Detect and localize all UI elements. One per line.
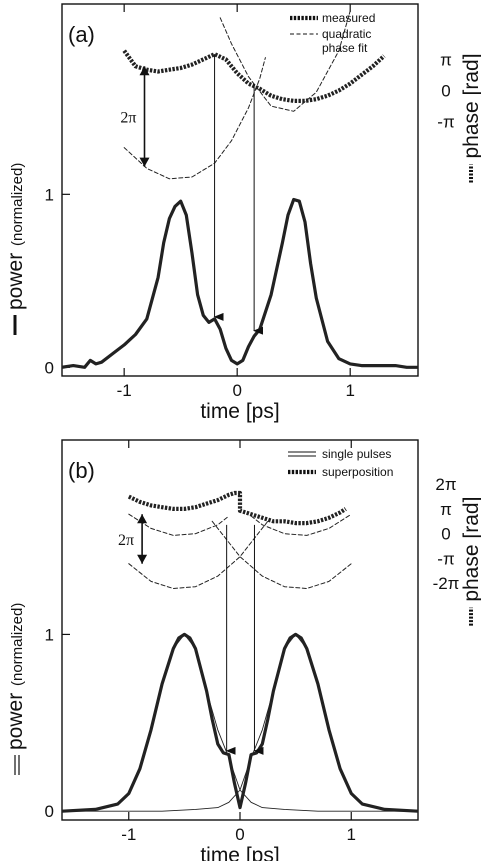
- x-axis-label: time [ps]: [200, 844, 279, 861]
- legend-label-single: single pulses: [322, 447, 391, 461]
- x-tick-label: 1: [345, 381, 354, 400]
- panel-label: (b): [68, 458, 95, 483]
- panel-label: (a): [68, 22, 95, 47]
- series-line-0: [62, 632, 418, 813]
- y-axis-sublabel: (normalized): [9, 163, 26, 246]
- bracket-arrow-top: [137, 514, 148, 524]
- phase-tick-label: 0: [441, 525, 450, 544]
- bracket-arrow-top: [139, 66, 150, 76]
- y-tick-label: 0: [45, 802, 54, 821]
- series-line-1: [62, 633, 418, 812]
- bracket-label: 2π: [118, 532, 134, 549]
- y-axis-sublabel: (normalized): [9, 603, 26, 686]
- bracket-arrow-bottom: [137, 554, 148, 564]
- x-tick-label: 0: [232, 381, 241, 400]
- x-axis-label: time [ps]: [200, 400, 279, 423]
- y2-axis-label-group: phase [rad]: [460, 53, 481, 183]
- bracket-arrow-bottom: [139, 157, 150, 167]
- series-line-4: [128, 513, 230, 536]
- phase-tick-label: -π: [437, 549, 454, 568]
- legend-label-superposition: superposition: [322, 465, 393, 479]
- y-axis-label: power: [4, 253, 27, 310]
- y-axis-label-group: power (normalized): [4, 163, 27, 335]
- y-tick-label: 1: [45, 625, 54, 644]
- series-line-7: [211, 520, 352, 589]
- legend-label-fit-2: phase fit: [322, 41, 368, 55]
- phase-tick-label: 0: [441, 82, 450, 101]
- phase-tick-label: 2π: [435, 475, 456, 494]
- y-axis-label: power: [4, 693, 27, 750]
- x-tick-label: 0: [235, 825, 244, 844]
- series-line-0: [62, 197, 418, 369]
- panel-a: -1 0 1 0 1 -π 0 π time [ps] power (normalized) phas…: [4, 3, 481, 423]
- x-tick-label: -1: [121, 825, 136, 844]
- y2-axis-label: phase [rad]: [460, 53, 481, 158]
- phase-tick-label: -π: [437, 113, 454, 132]
- y2-axis-label: phase [rad]: [460, 497, 481, 602]
- series-line-3: [127, 490, 347, 526]
- panel-b: -1 0 1 0 1 2π π 0 -π -2π time [ps] power (normalized…: [4, 439, 481, 861]
- series-line-2: [62, 633, 418, 812]
- plot-frame: [61, 3, 419, 377]
- bracket-label: 2π: [120, 109, 136, 126]
- x-tick-label: -1: [117, 381, 132, 400]
- series-line-5: [128, 520, 269, 589]
- series-line-6: [250, 513, 352, 536]
- y-tick-label: 1: [45, 185, 54, 204]
- phase-tick-label: π: [440, 500, 452, 519]
- y-axis-label-group: power (normalized): [4, 603, 27, 775]
- legend-label-fit-1: quadratic: [322, 27, 371, 41]
- series-group: [62, 10, 418, 369]
- x-tick-label: 1: [347, 825, 356, 844]
- legend-label-measured: measured: [322, 11, 375, 25]
- phase-tick-label: -2π: [433, 574, 460, 593]
- y-tick-label: 0: [45, 358, 54, 377]
- y2-axis-label-group: phase [rad]: [460, 497, 481, 626]
- series-line-3: [219, 10, 351, 112]
- phase-tick-label: π: [440, 50, 452, 69]
- series-group: [62, 490, 418, 813]
